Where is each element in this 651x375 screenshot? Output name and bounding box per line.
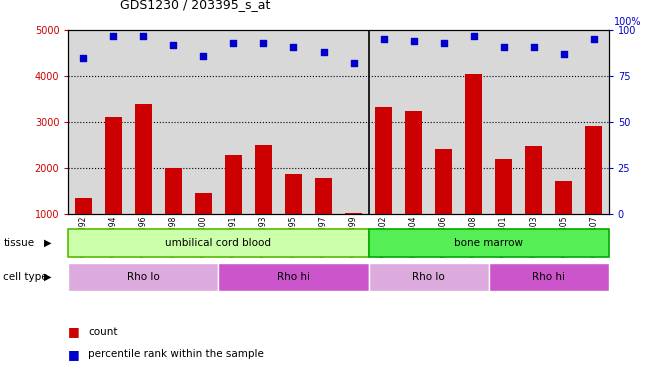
Point bbox=[589, 36, 599, 42]
Bar bbox=[105, 117, 122, 214]
Point bbox=[438, 40, 449, 46]
Point bbox=[198, 53, 208, 59]
Text: ■: ■ bbox=[68, 326, 80, 338]
Bar bbox=[368, 262, 489, 291]
Bar bbox=[68, 262, 219, 291]
Point bbox=[258, 40, 269, 46]
Bar bbox=[345, 213, 362, 214]
Text: 100%: 100% bbox=[615, 17, 642, 27]
Point bbox=[468, 33, 478, 39]
Text: count: count bbox=[88, 327, 117, 337]
Point bbox=[138, 33, 148, 39]
Text: percentile rank within the sample: percentile rank within the sample bbox=[88, 350, 264, 359]
Bar bbox=[315, 178, 332, 214]
Text: ▶: ▶ bbox=[44, 272, 52, 282]
Point bbox=[108, 33, 118, 39]
Bar bbox=[68, 229, 368, 257]
Text: ▶: ▶ bbox=[44, 238, 52, 248]
Point bbox=[318, 49, 329, 55]
Point bbox=[229, 40, 239, 46]
Text: cell type: cell type bbox=[3, 272, 48, 282]
Bar bbox=[525, 146, 542, 214]
Point bbox=[559, 51, 569, 57]
Text: Rho lo: Rho lo bbox=[412, 272, 445, 282]
Point bbox=[378, 36, 389, 42]
Text: Rho hi: Rho hi bbox=[532, 272, 565, 282]
Point bbox=[529, 44, 539, 50]
Point bbox=[408, 38, 419, 44]
Text: GDS1230 / 203395_s_at: GDS1230 / 203395_s_at bbox=[120, 0, 271, 11]
Bar bbox=[555, 181, 572, 214]
Bar bbox=[489, 262, 609, 291]
Bar bbox=[135, 104, 152, 214]
Bar bbox=[195, 193, 212, 214]
Bar bbox=[255, 145, 271, 214]
Text: Rho lo: Rho lo bbox=[127, 272, 159, 282]
Bar bbox=[465, 74, 482, 214]
Bar bbox=[436, 149, 452, 214]
Point bbox=[78, 55, 89, 61]
Bar bbox=[368, 229, 609, 257]
Text: umbilical cord blood: umbilical cord blood bbox=[165, 238, 271, 248]
Bar bbox=[585, 126, 602, 214]
Bar bbox=[165, 168, 182, 214]
Point bbox=[499, 44, 509, 50]
Bar bbox=[75, 198, 92, 214]
Bar bbox=[406, 111, 422, 214]
Point bbox=[168, 42, 178, 48]
Text: ■: ■ bbox=[68, 348, 80, 361]
Bar bbox=[375, 107, 392, 214]
Text: Rho hi: Rho hi bbox=[277, 272, 310, 282]
Point bbox=[348, 60, 359, 66]
Text: bone marrow: bone marrow bbox=[454, 238, 523, 248]
Bar bbox=[225, 155, 242, 214]
Bar bbox=[219, 262, 368, 291]
Bar bbox=[495, 159, 512, 214]
Text: tissue: tissue bbox=[3, 238, 35, 248]
Bar bbox=[285, 174, 302, 214]
Point bbox=[288, 44, 299, 50]
